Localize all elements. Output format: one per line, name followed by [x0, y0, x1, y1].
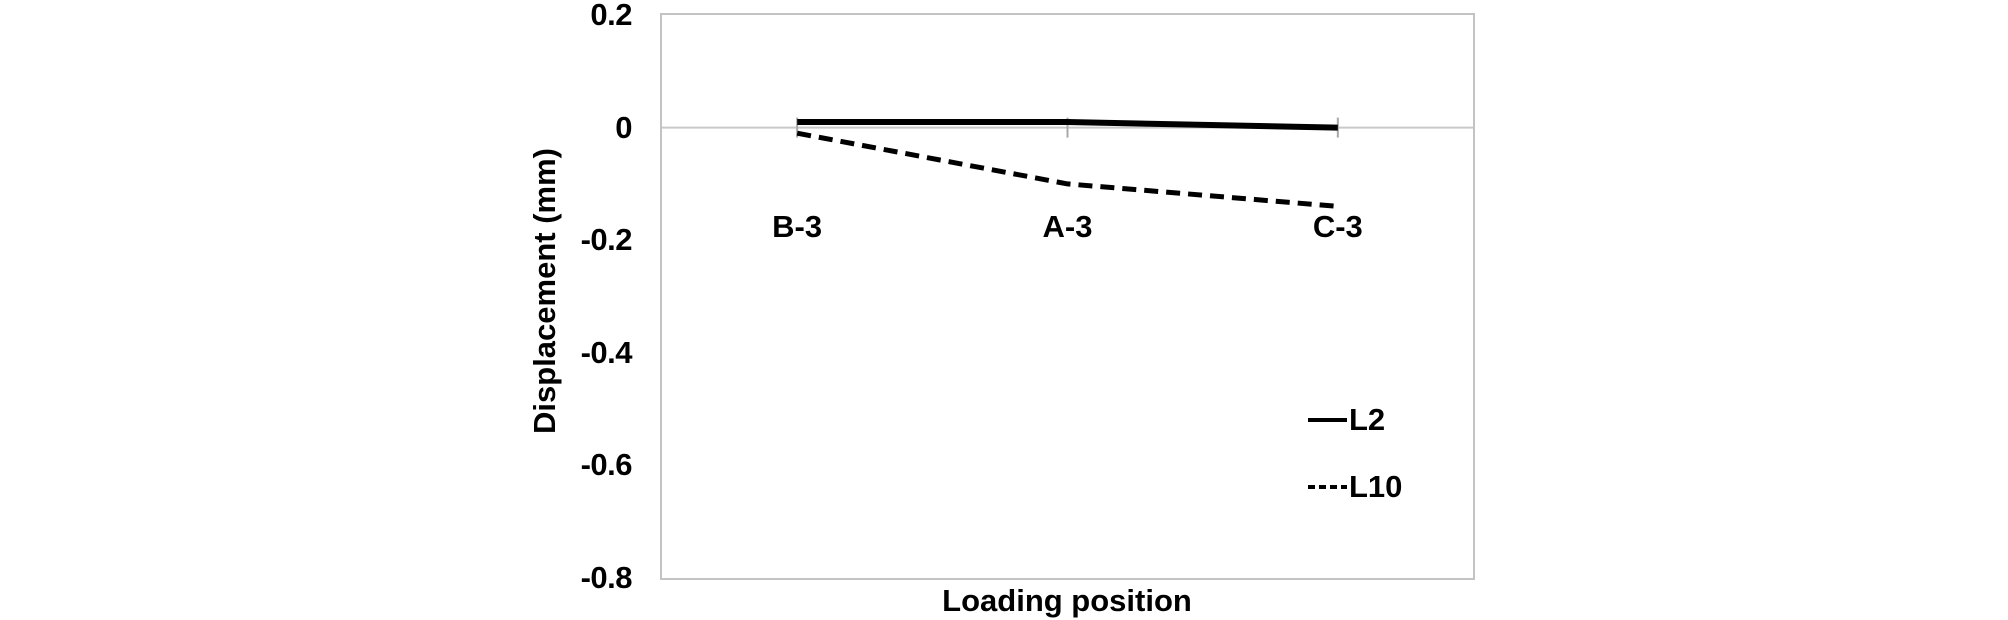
y-tick-label--0.4: -0.4: [580, 334, 633, 370]
plot-area: B-3 A-3 C-3 L2 L10: [660, 13, 1475, 580]
legend-label-l2: L2: [1349, 402, 1386, 437]
series-line-l10: [796, 130, 1339, 209]
solid-line-icon: [1308, 418, 1347, 422]
legend-item-l10: L10: [1308, 470, 1402, 504]
y-tick-label-0: 0: [615, 109, 632, 145]
series-line-l2: [797, 119, 1338, 131]
category-label-b-3: B-3: [772, 209, 823, 244]
x-axis-title: Loading position: [942, 583, 1192, 618]
y-axis-title: Displacement (mm): [527, 148, 562, 434]
y-tick-label--0.6: -0.6: [580, 447, 633, 483]
legend-item-l2: L2: [1308, 403, 1385, 437]
chart-lines-svg: [662, 117, 1473, 209]
dashed-line-icon: [1308, 485, 1347, 489]
legend-label-l10: L10: [1349, 469, 1403, 504]
y-tick-label--0.2: -0.2: [580, 222, 633, 258]
y-tick-label-0.2: 0.2: [590, 0, 632, 32]
category-label-c-3: C-3: [1312, 209, 1363, 244]
y-tick-label--0.8: -0.8: [580, 560, 633, 595]
category-label-a-3: A-3: [1042, 209, 1093, 244]
